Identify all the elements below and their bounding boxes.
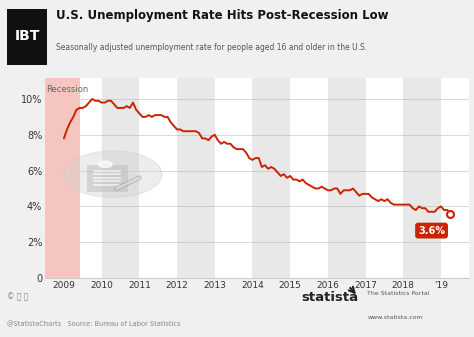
Text: 3.6%: 3.6% [418, 225, 445, 236]
Text: © ⓘ Ⓒ: © ⓘ Ⓒ [7, 293, 28, 302]
Bar [215, 78, 253, 278]
Circle shape [64, 151, 162, 197]
Bar [328, 78, 365, 278]
Bar [365, 78, 403, 278]
Bar [290, 78, 328, 278]
Bar [101, 78, 139, 278]
Bar [139, 78, 177, 278]
Bar [177, 78, 215, 278]
Text: @StatistaCharts   Source: Bureau of Labor Statistics: @StatistaCharts Source: Bureau of Labor … [7, 321, 181, 327]
FancyBboxPatch shape [87, 165, 128, 192]
Text: www.statista.com: www.statista.com [367, 315, 423, 320]
Bar [403, 78, 441, 278]
Bar [64, 78, 101, 278]
FancyBboxPatch shape [7, 9, 47, 65]
Text: The Statistics Portal: The Statistics Portal [367, 291, 430, 296]
Text: Recession: Recession [46, 85, 88, 94]
Bar [441, 78, 474, 278]
Text: U.S. Unemployment Rate Hits Post-Recession Low: U.S. Unemployment Rate Hits Post-Recessi… [56, 9, 388, 22]
Text: statista: statista [301, 291, 358, 304]
Bar [253, 78, 290, 278]
Bar [45, 78, 80, 278]
Text: IBT: IBT [14, 29, 40, 42]
Circle shape [99, 161, 112, 167]
Text: Seasonally adjusted unemployment rate for people aged 16 and older in the U.S.: Seasonally adjusted unemployment rate fo… [56, 43, 367, 52]
